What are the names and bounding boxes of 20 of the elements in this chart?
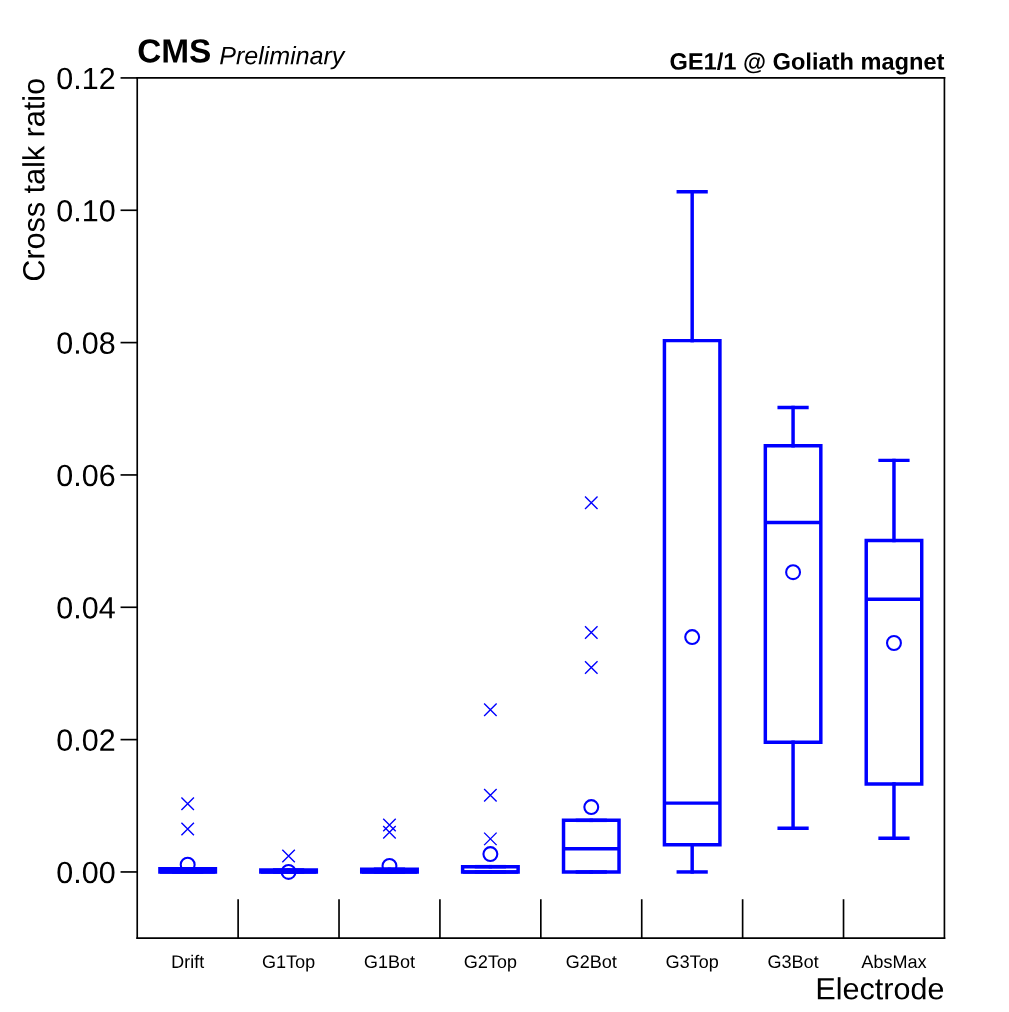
y-tick-label: 0.08 [57,332,115,354]
x-tick-label: G1Bot [364,955,415,969]
y-tick-label: 0.02 [57,729,115,751]
x-axis-title: Electrode [817,977,944,1000]
y-tick-label: 0.04 [57,597,115,619]
x-tick-label: G3Bot [768,955,819,969]
x-tick-label: G1Top [262,955,315,972]
x-tick-label: G2Bot [566,955,617,969]
y-tick-label: 0.12 [57,67,115,90]
x-tick-label: AbsMax [861,954,927,969]
chart-title: GE1/1 @ Goliath magnet [670,52,945,75]
y-axis-title: Cross talk ratio [22,79,45,281]
text: CMS [138,39,210,63]
text: Preliminary [220,46,346,70]
y-tick-label: 0.10 [57,200,115,222]
x-tick-label: G2Top [464,955,517,972]
y-tick-label: 0.06 [57,464,115,487]
x-tick-label: Drift [172,954,205,969]
y-tick-label: 0.00 [57,861,115,884]
x-tick-label: G3Top [666,955,719,972]
